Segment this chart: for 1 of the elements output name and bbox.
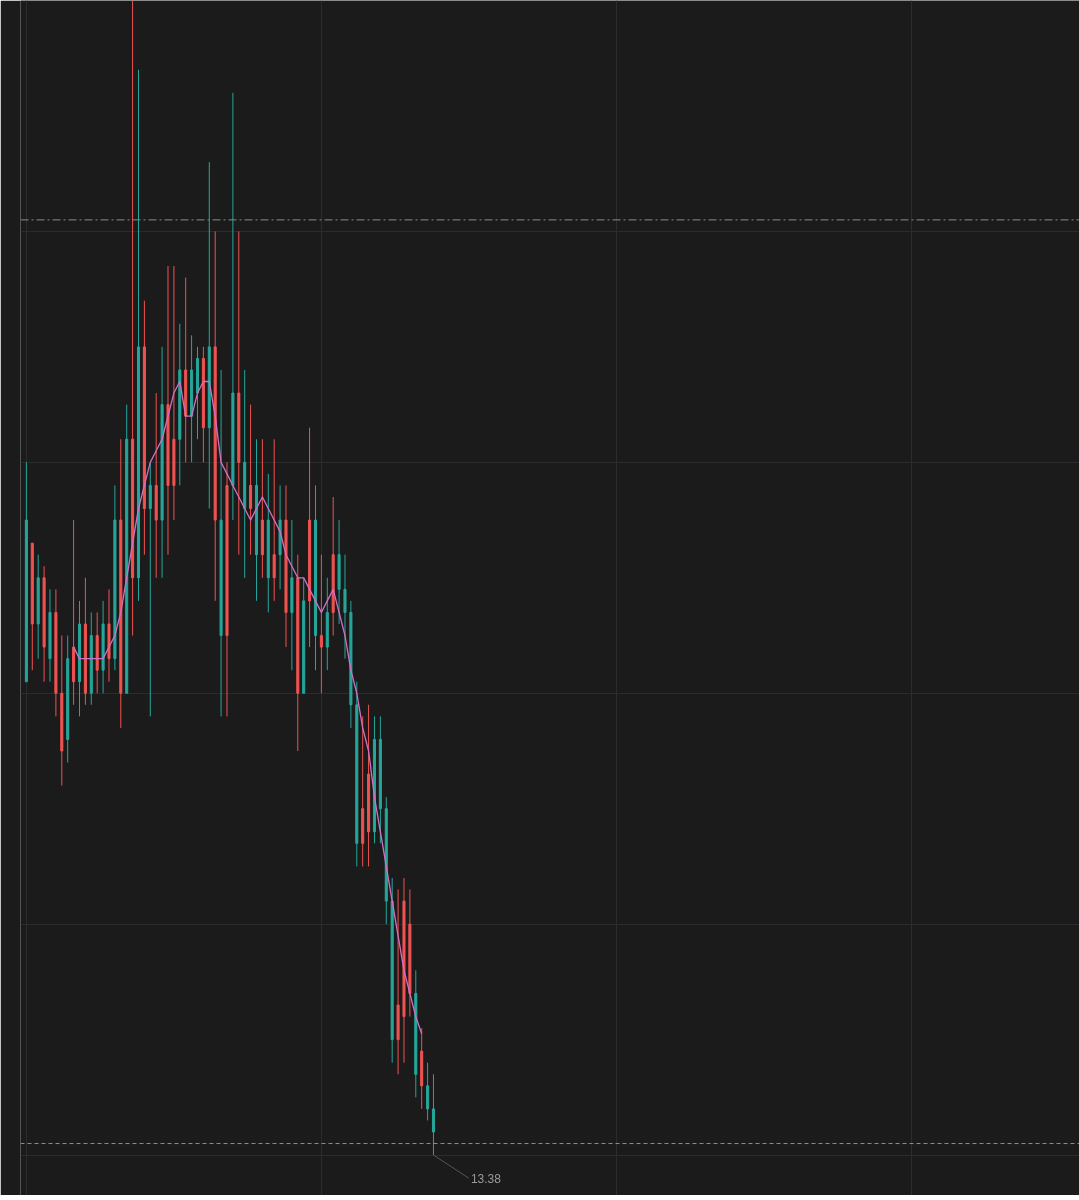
text: 13.38 <box>470 1171 502 1186</box>
